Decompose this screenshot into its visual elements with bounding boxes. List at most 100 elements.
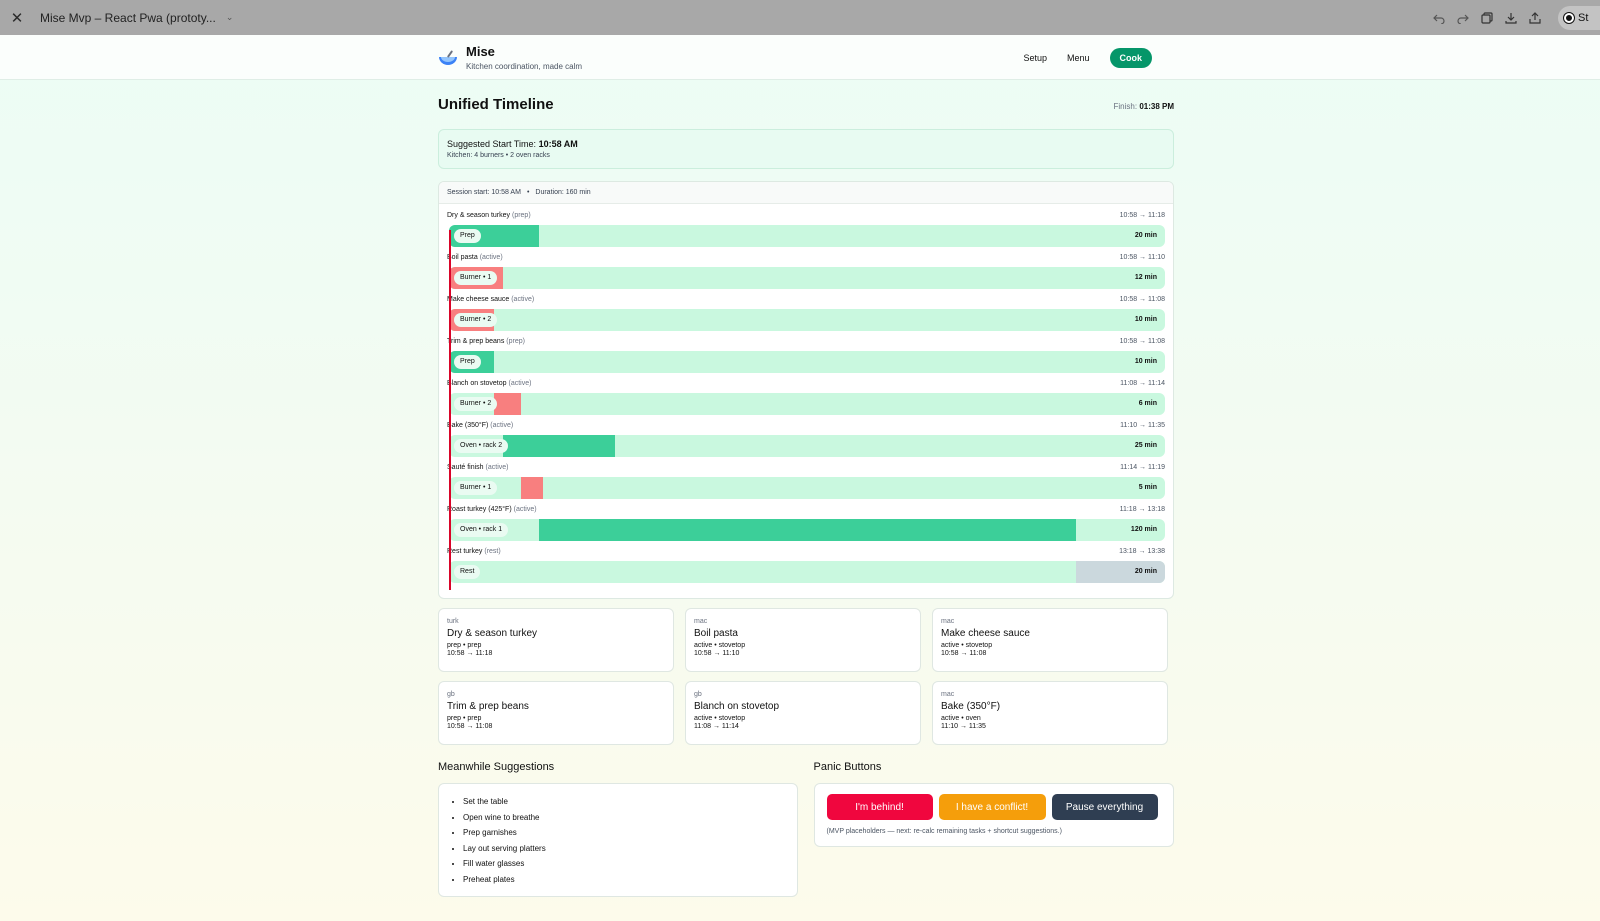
task-card[interactable]: mac Make cheese sauce active • stovetop 10:… bbox=[932, 608, 1168, 672]
timeline-row[interactable]: Make cheese sauce (active) 10:58 → 11:08 B… bbox=[439, 288, 1173, 331]
task-name: Bake (350°F) bbox=[447, 422, 489, 429]
record-icon bbox=[1564, 12, 1574, 23]
task-label: Boil pasta (active) bbox=[447, 254, 503, 261]
finish-time: Finish: 01:38 PM bbox=[1114, 102, 1174, 111]
resource-chip: Oven • rack 2 bbox=[454, 439, 509, 453]
card-title: Trim & prep beans bbox=[447, 701, 529, 712]
task-bar[interactable] bbox=[521, 477, 543, 499]
task-duration: 5 min bbox=[1138, 484, 1157, 491]
task-track: Oven • rack 1 120 min bbox=[449, 519, 1165, 541]
resource-chip: Burner • 2 bbox=[454, 313, 498, 327]
timeline-panel: Session start: 10:58 AM • Duration: 160 mi… bbox=[438, 181, 1174, 599]
task-bar[interactable] bbox=[503, 435, 615, 457]
task-time-range: 10:58 → 11:18 bbox=[1119, 212, 1165, 219]
finish-value: 01:38 PM bbox=[1139, 102, 1174, 111]
redo-icon[interactable] bbox=[1456, 11, 1470, 25]
suggestion-item: Fill water glasses bbox=[463, 856, 797, 872]
task-duration: 20 min bbox=[1134, 232, 1157, 239]
timeline-row[interactable]: Rest turkey (rest) 13:18 → 13:38 Rest 20 mi… bbox=[439, 540, 1173, 583]
card-meta: active • stovetop bbox=[694, 715, 746, 722]
task-duration: 10 min bbox=[1134, 358, 1157, 365]
task-label: Dry & season turkey (prep) bbox=[447, 212, 531, 219]
timeline-row[interactable]: Boil pasta (active) 10:58 → 11:10 Burner •… bbox=[439, 246, 1173, 289]
task-name: Make cheese sauce bbox=[447, 296, 510, 303]
pause-everything-button[interactable]: Pause everything bbox=[1051, 794, 1158, 820]
task-name: Blanch on stovetop bbox=[447, 380, 507, 387]
undo-icon[interactable] bbox=[1432, 11, 1446, 25]
task-type: (active) bbox=[511, 296, 535, 303]
task-bar[interactable] bbox=[539, 519, 1076, 541]
task-card[interactable]: turk Dry & season turkey prep • prep 10:58 … bbox=[438, 608, 674, 672]
timeline-row[interactable]: Roast turkey (425°F) (active) 11:18 → 13:… bbox=[439, 498, 1173, 541]
task-bar[interactable] bbox=[1076, 561, 1165, 583]
task-card[interactable]: mac Boil pasta active • stovetop 10:58 → 11… bbox=[685, 608, 921, 672]
timeline-row[interactable]: Sauté finish (active) 11:14 → 11:19 Burner… bbox=[439, 456, 1173, 499]
task-name: Rest turkey bbox=[447, 548, 483, 555]
timeline-row[interactable]: Bake (350°F) (active) 11:10 → 11:35 Oven •… bbox=[439, 414, 1173, 457]
task-card[interactable]: gb Blanch on stovetop active • stovetop 11:… bbox=[685, 681, 921, 745]
task-time-range: 10:58 → 11:10 bbox=[1119, 254, 1165, 261]
task-track: Prep 10 min bbox=[449, 351, 1165, 373]
kitchen-summary: Kitchen: 4 burners • 2 oven racks bbox=[447, 152, 550, 159]
task-type: (prep) bbox=[506, 338, 525, 345]
task-type: (active) bbox=[508, 380, 532, 387]
card-title: Make cheese sauce bbox=[941, 628, 1030, 639]
task-label: Trim & prep beans (prep) bbox=[447, 338, 525, 345]
now-indicator bbox=[449, 230, 451, 590]
task-track: Burner • 2 6 min bbox=[449, 393, 1165, 415]
task-duration: 6 min bbox=[1138, 400, 1157, 407]
session-duration: Duration: 160 min bbox=[535, 189, 591, 196]
nav-menu-link[interactable]: Menu bbox=[1066, 53, 1090, 63]
card-dish-tag: mac bbox=[694, 618, 708, 625]
browser-tab-title: Mise Mvp – React Pwa (prototy... bbox=[40, 10, 216, 25]
account-pill[interactable]: St bbox=[1558, 5, 1600, 30]
card-time: 10:58 → 11:08 bbox=[447, 723, 493, 730]
task-type: (rest) bbox=[484, 548, 501, 555]
card-meta: active • stovetop bbox=[694, 642, 746, 649]
resource-chip: Oven • rack 1 bbox=[454, 523, 509, 537]
task-duration: 20 min bbox=[1134, 568, 1157, 575]
download-icon[interactable] bbox=[1504, 11, 1518, 25]
timeline-row[interactable]: Blanch on stovetop (active) 11:08 → 11:14… bbox=[439, 372, 1173, 415]
resource-chip: Rest bbox=[454, 565, 481, 579]
app-tagline: Kitchen coordination, made calm bbox=[466, 62, 583, 71]
timeline-row[interactable]: Trim & prep beans (prep) 10:58 → 11:08 Pre… bbox=[439, 330, 1173, 373]
nav-setup-link[interactable]: Setup bbox=[1023, 53, 1047, 63]
app-name: Mise bbox=[466, 44, 495, 59]
resource-chip: Prep bbox=[454, 229, 481, 243]
task-track: Prep 20 min bbox=[449, 225, 1165, 247]
task-time-range: 13:18 → 13:38 bbox=[1119, 548, 1165, 555]
card-dish-tag: gb bbox=[694, 691, 702, 698]
task-label: Bake (350°F) (active) bbox=[447, 422, 513, 429]
task-bar[interactable] bbox=[494, 393, 521, 415]
task-type: (active) bbox=[479, 254, 503, 261]
suggested-start-panel: Suggested Start Time: 10:58 AM Kitchen: … bbox=[438, 129, 1174, 169]
close-icon[interactable]: ✕ bbox=[10, 9, 24, 27]
task-label: Blanch on stovetop (active) bbox=[447, 380, 531, 387]
panic-title: Panic Buttons bbox=[813, 761, 882, 773]
card-dish-tag: mac bbox=[941, 691, 955, 698]
task-name: Roast turkey (425°F) bbox=[447, 506, 512, 513]
brand[interactable]: Mise Kitchen coordination, made calm bbox=[438, 44, 582, 71]
meanwhile-list: Set the tableOpen wine to breathePrep ga… bbox=[463, 794, 797, 888]
task-duration: 10 min bbox=[1134, 316, 1157, 323]
suggestion-item: Preheat plates bbox=[463, 872, 797, 888]
duplicate-icon[interactable] bbox=[1480, 11, 1494, 25]
resource-chip: Prep bbox=[454, 355, 481, 369]
task-type: (active) bbox=[490, 422, 514, 429]
conflict-button[interactable]: I have a conflict! bbox=[938, 794, 1046, 820]
card-dish-tag: mac bbox=[941, 618, 955, 625]
task-track: Burner • 1 5 min bbox=[449, 477, 1165, 499]
chevron-down-icon[interactable]: ⌄ bbox=[225, 12, 234, 22]
share-icon[interactable] bbox=[1528, 11, 1542, 25]
task-card[interactable]: gb Trim & prep beans prep • prep 10:58 → 11… bbox=[438, 681, 674, 745]
im-behind-button[interactable]: I'm behind! bbox=[826, 794, 933, 820]
timeline-row[interactable]: Dry & season turkey (prep) 10:58 → 11:18 P… bbox=[439, 204, 1173, 247]
card-meta: prep • prep bbox=[447, 715, 482, 722]
task-label: Make cheese sauce (active) bbox=[447, 296, 534, 303]
task-card[interactable]: mac Bake (350°F) active • oven 11:10 → 11:3… bbox=[932, 681, 1168, 745]
nav-cook-button[interactable]: Cook bbox=[1109, 48, 1152, 68]
card-meta: active • stovetop bbox=[941, 642, 993, 649]
task-time-range: 11:18 → 13:18 bbox=[1119, 506, 1165, 513]
card-time: 10:58 → 11:08 bbox=[941, 650, 987, 657]
